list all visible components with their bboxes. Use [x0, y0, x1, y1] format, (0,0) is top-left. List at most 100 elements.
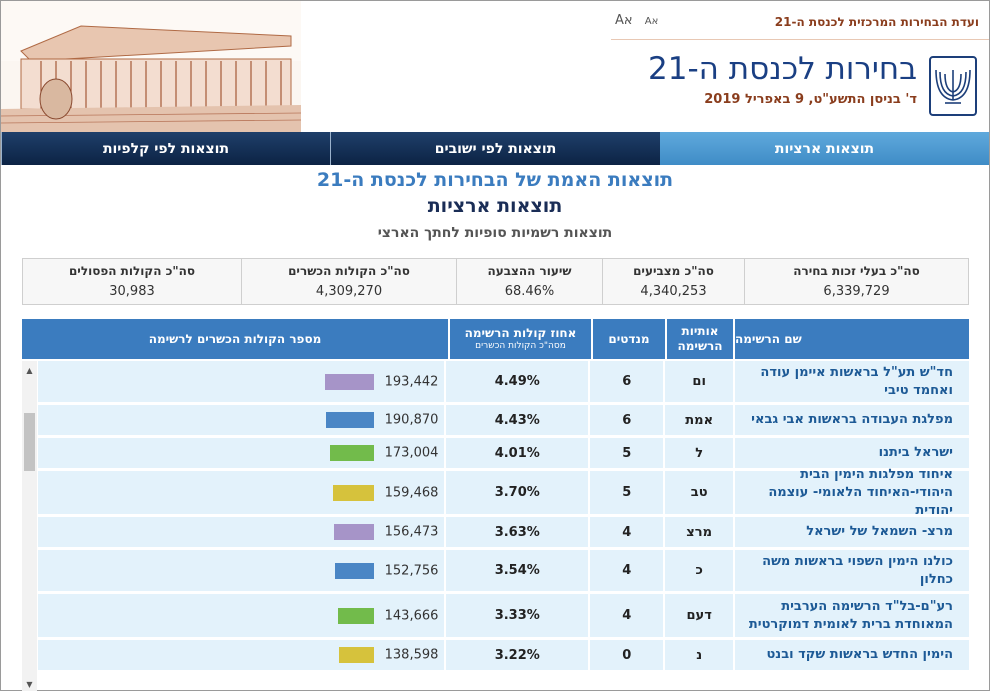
- election-date: ד' בניסן התשע"ט, 9 באפריל 2019: [704, 92, 917, 107]
- summary-valid-votes: סה"כ הקולות הכשרים 4,309,270: [241, 259, 456, 304]
- summary-eligible-voters: סה"כ בעלי זכות בחירה 6,339,729: [744, 259, 968, 304]
- header-pct-sublabel: מסה"כ הקולות הכשרים: [475, 341, 566, 351]
- vote-count: 193,442: [384, 374, 439, 389]
- table-row[interactable]: מפלגת העבודה בראשות אבי גבאי אמת 6 4.43% 190…: [38, 405, 969, 438]
- summary-label: סה"כ בעלי זכות בחירה: [793, 264, 920, 278]
- header-seats[interactable]: מנדטים: [591, 319, 665, 359]
- list-vote-percentage: 3.22%: [494, 647, 540, 663]
- vote-bar: [334, 524, 375, 540]
- list-vote-percentage: 4.49%: [494, 374, 540, 389]
- header-list-letters[interactable]: אותיות הרשימה: [665, 319, 733, 359]
- scroll-down-icon[interactable]: ▼: [26, 679, 33, 689]
- table-row[interactable]: ישראל ביתנו ל 5 4.01% 173,004: [38, 438, 969, 471]
- list-valid-votes: 173,004: [38, 438, 444, 468]
- list-vote-percentage: 4.43%: [494, 412, 540, 428]
- list-letters: כ: [695, 563, 703, 578]
- list-valid-votes: 193,442: [38, 361, 444, 402]
- vote-bar: [333, 484, 375, 501]
- header-valid-votes[interactable]: מספר הקולות הכשרים לרשימה: [148, 331, 322, 346]
- summary-value: 4,340,253: [640, 284, 707, 299]
- tab-results-by-ballot-box[interactable]: תוצאות לפי קלפיות: [1, 132, 330, 165]
- list-name: רע"ם-בל"ד הרשימה הערבית המאוחדת ברית לאו…: [748, 598, 953, 632]
- tab-national-results[interactable]: תוצאות ארציות: [660, 132, 989, 165]
- header-vote-percentage[interactable]: אחוז קולות הרשימה מסה"כ הקולות הכשרים: [448, 319, 591, 359]
- list-seats: 5: [622, 485, 632, 500]
- table-row[interactable]: איחוד מפלגות הימין הבית היהודי-האיחוד הל…: [38, 466, 969, 518]
- summary-invalid-votes: סה"כ הקולות הפסולים 30,983: [23, 259, 241, 304]
- list-name: הימין החדש בראשות שקד ובנט: [766, 647, 953, 662]
- list-vote-percentage: 3.70%: [494, 485, 540, 500]
- vote-count: 143,666: [384, 608, 439, 623]
- font-decrease-button[interactable]: Aא: [644, 16, 659, 27]
- header-list-name[interactable]: שם הרשימה: [733, 319, 969, 359]
- vote-count: 159,468: [384, 485, 439, 500]
- summary-value: 68.46%: [504, 284, 555, 299]
- table-row[interactable]: חד"ש תע"ל בראשות איימן עודה ואחמד טיבי ום…: [38, 361, 969, 405]
- summary-voters: סה"כ מצביעים 4,340,253: [602, 259, 744, 304]
- list-vote-percentage: 3.54%: [494, 563, 540, 578]
- list-name: מפלגת העבודה בראשות אבי גבאי: [751, 412, 953, 427]
- scrollbar-thumb[interactable]: [24, 413, 35, 471]
- header-divider: [611, 39, 989, 40]
- results-table-body: חד"ש תע"ל בראשות איימן עודה ואחמד טיבי ום…: [38, 361, 969, 691]
- list-name: כולנו הימין השפוי בראשות משה כחלון: [762, 553, 953, 587]
- list-letters: מרצ: [686, 524, 713, 540]
- list-valid-votes: 138,598: [38, 640, 444, 670]
- list-seats: 6: [622, 374, 632, 389]
- vote-count: 156,473: [384, 524, 439, 540]
- vote-bar: [339, 647, 375, 663]
- header-pct-label: אחוז קולות הרשימה: [464, 326, 577, 340]
- list-valid-votes: 143,666: [38, 594, 444, 637]
- table-row[interactable]: הימין החדש בראשות שקד ובנט נ 0 3.22% 138,598: [38, 640, 969, 673]
- tab-results-by-locality[interactable]: תוצאות לפי ישובים: [330, 132, 660, 165]
- results-subheading: תוצאות ארציות: [427, 195, 563, 217]
- font-increase-button[interactable]: Aא: [615, 13, 633, 28]
- summary-label: סה"כ הקולות הפסולים: [68, 264, 196, 278]
- list-letters: טב: [690, 485, 708, 500]
- main-tabs: תוצאות ארציות תוצאות לפי ישובים תוצאות ל…: [1, 132, 989, 165]
- list-letters: ל: [695, 445, 704, 461]
- summary-turnout: שיעור ההצבעה 68.46%: [456, 259, 602, 304]
- vote-count: 152,756: [384, 563, 439, 578]
- summary-value: 6,339,729: [823, 284, 890, 299]
- vote-bar: [326, 412, 375, 428]
- list-seats: 4: [622, 563, 632, 578]
- knesset-building-illustration: [1, 1, 301, 132]
- summary-label: שיעור ההצבעה: [487, 264, 572, 278]
- vote-count: 190,870: [384, 412, 439, 428]
- results-heading: תוצאות האמת של הבחירות לכנסת ה-21: [316, 169, 674, 191]
- site-header: ועדת הבחירות המרכזית לכנסת ה-21 Aא Aא בח…: [1, 1, 989, 132]
- vote-bar: [335, 562, 375, 579]
- font-size-controls: Aא Aא: [615, 13, 666, 28]
- results-note: תוצאות רשמיות סופיות לחתך הארצי: [377, 225, 613, 241]
- results-titles: תוצאות האמת של הבחירות לכנסת ה-21 תוצאות…: [1, 169, 989, 241]
- table-row[interactable]: כולנו הימין השפוי בראשות משה כחלון כ 4 3.54…: [38, 550, 969, 594]
- list-name: חד"ש תע"ל בראשות איימן עודה ואחמד טיבי: [760, 364, 953, 398]
- list-letters: נ: [696, 647, 703, 663]
- list-vote-percentage: 3.33%: [494, 608, 540, 623]
- summary-label: סה"כ מצביעים: [633, 264, 714, 278]
- table-scrollbar[interactable]: ▲ ▼: [22, 361, 37, 691]
- list-name: מרצ- השמאל של ישראל: [806, 524, 953, 539]
- summary-label: סה"כ הקולות הכשרים: [288, 264, 410, 278]
- results-table-header: שם הרשימה אותיות הרשימה מנדטים אחוז קולו…: [22, 319, 969, 359]
- list-letters: ום: [692, 374, 706, 389]
- list-seats: 4: [622, 608, 632, 623]
- vote-count: 138,598: [384, 647, 439, 663]
- list-letters: אמת: [685, 412, 714, 428]
- state-emblem-icon: [929, 56, 977, 116]
- list-name: ישראל ביתנו: [878, 445, 953, 460]
- list-seats: 6: [622, 412, 632, 428]
- committee-name: ועדת הבחירות המרכזית לכנסת ה-21: [774, 15, 979, 29]
- table-row[interactable]: רע"ם-בל"ד הרשימה הערבית המאוחדת ברית לאו…: [38, 594, 969, 640]
- summary-value: 4,309,270: [315, 284, 383, 299]
- scroll-up-icon[interactable]: ▲: [26, 365, 33, 375]
- list-vote-percentage: 3.63%: [494, 524, 540, 540]
- table-row[interactable]: מרצ- השמאל של ישראל מרצ 4 3.63% 156,473: [38, 517, 969, 550]
- list-seats: 4: [622, 524, 632, 540]
- summary-panel: סה"כ בעלי זכות בחירה 6,339,729 סה"כ מצבי…: [22, 258, 969, 305]
- list-name: איחוד מפלגות הימין הבית היהודי-האיחוד הל…: [768, 466, 953, 518]
- list-valid-votes: 190,870: [38, 405, 444, 435]
- list-seats: 5: [622, 445, 632, 461]
- vote-count: 173,004: [384, 445, 439, 461]
